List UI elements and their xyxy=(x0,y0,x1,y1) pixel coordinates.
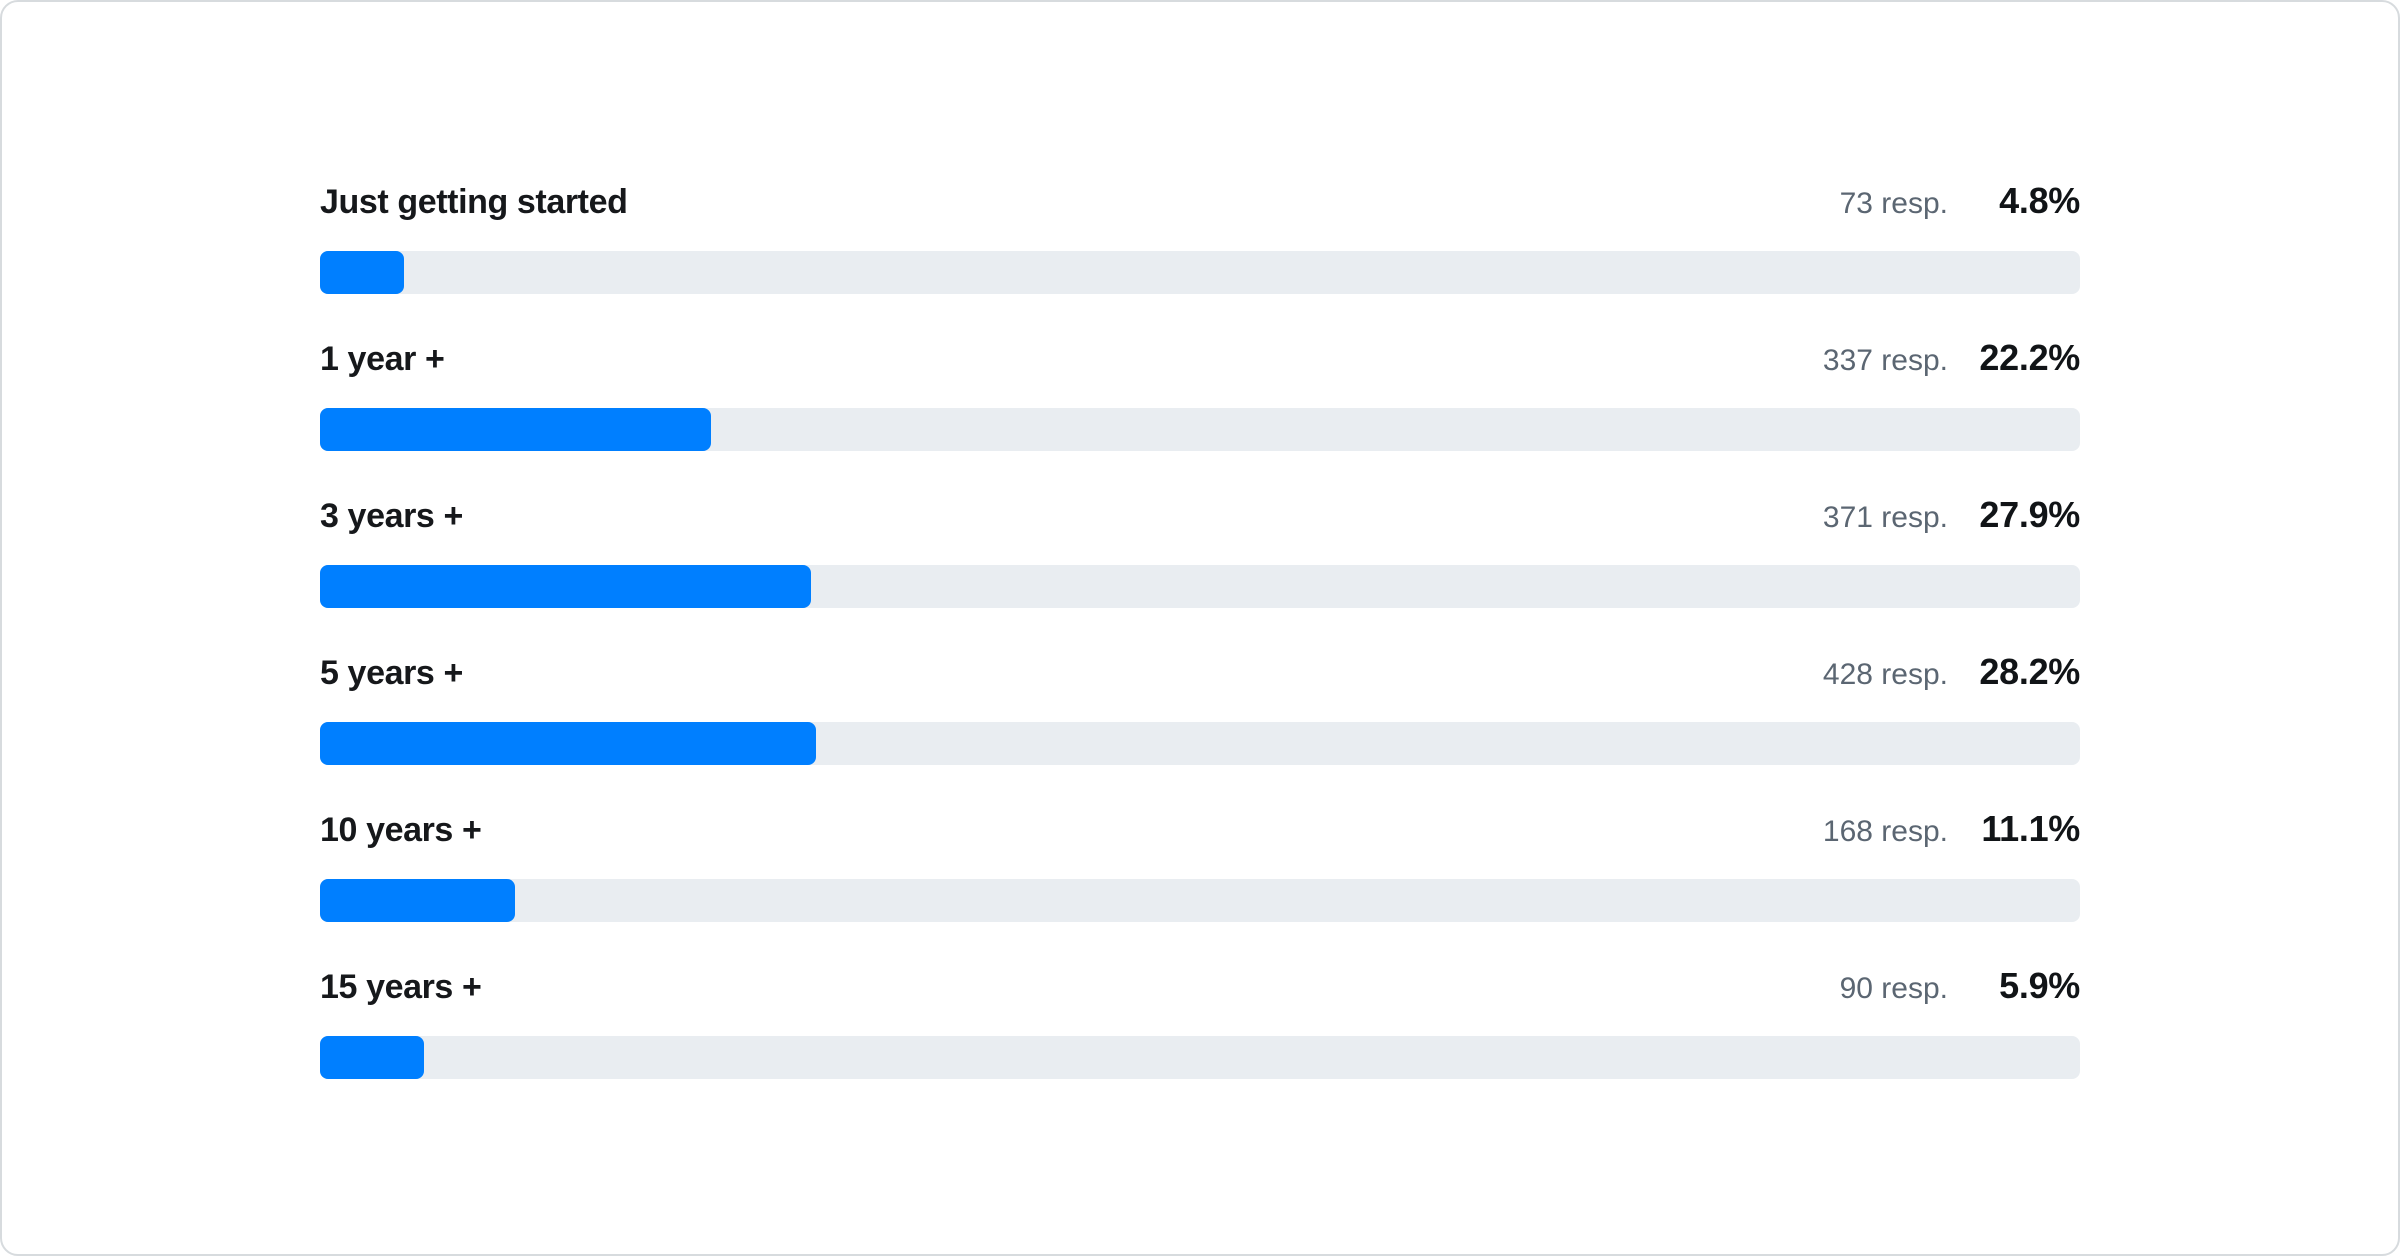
bar-track xyxy=(320,1036,2080,1079)
chart-row: 3 years + 371 resp. 27.9% xyxy=(320,493,2080,608)
chart-row: 10 years + 168 resp. 11.1% xyxy=(320,807,2080,922)
category-label: 1 year + xyxy=(320,340,445,378)
row-header: 5 years + 428 resp. 28.2% xyxy=(320,650,2080,694)
category-label: 15 years + xyxy=(320,968,482,1006)
row-stats: 428 resp. 28.2% xyxy=(1823,650,2080,697)
percentage-value: 11.1% xyxy=(1981,808,2080,849)
percentage-value: 5.9% xyxy=(1999,965,2080,1006)
row-stats: 371 resp. 27.9% xyxy=(1823,493,2080,540)
chart-row: 15 years + 90 resp. 5.9% xyxy=(320,964,2080,1079)
category-label: 3 years + xyxy=(320,497,463,535)
bar-track xyxy=(320,565,2080,608)
respondent-count: 73 resp. xyxy=(1839,187,1948,220)
category-label: Just getting started xyxy=(320,183,628,221)
respondent-count: 428 resp. xyxy=(1822,658,1948,691)
row-header: 10 years + 168 resp. 11.1% xyxy=(320,807,2080,851)
row-header: Just getting started 73 resp. 4.8% xyxy=(320,179,2080,223)
bar-fill xyxy=(320,1036,424,1079)
chart-row: 1 year + 337 resp. 22.2% xyxy=(320,336,2080,451)
respondent-count: 168 resp. xyxy=(1822,815,1948,848)
bar-track xyxy=(320,408,2080,451)
bar-track xyxy=(320,722,2080,765)
percentage-value: 4.8% xyxy=(1999,180,2080,221)
respondent-count: 371 resp. xyxy=(1822,501,1948,534)
row-header: 15 years + 90 resp. 5.9% xyxy=(320,964,2080,1008)
bar-fill xyxy=(320,879,516,922)
percentage-value: 22.2% xyxy=(1979,337,2080,378)
bar-fill xyxy=(320,722,817,765)
category-label: 10 years + xyxy=(320,811,482,849)
row-stats: 337 resp. 22.2% xyxy=(1823,336,2080,383)
chart-row: 5 years + 428 resp. 28.2% xyxy=(320,650,2080,765)
respondent-count: 90 resp. xyxy=(1839,972,1948,1005)
row-header: 3 years + 371 resp. 27.9% xyxy=(320,493,2080,537)
percentage-value: 27.9% xyxy=(1979,494,2080,535)
chart-row: Just getting started 73 resp. 4.8% xyxy=(320,179,2080,294)
category-label: 5 years + xyxy=(320,654,463,692)
bar-track xyxy=(320,879,2080,922)
bar-track xyxy=(320,251,2080,294)
bar-fill xyxy=(320,251,405,294)
respondent-count: 337 resp. xyxy=(1822,344,1948,377)
percentage-value: 28.2% xyxy=(1979,651,2080,692)
bar-fill xyxy=(320,565,812,608)
row-header: 1 year + 337 resp. 22.2% xyxy=(320,336,2080,380)
bar-fill xyxy=(320,408,711,451)
row-stats: 73 resp. 4.8% xyxy=(1839,179,2081,226)
row-stats: 168 resp. 11.1% xyxy=(1823,807,2080,854)
row-stats: 90 resp. 5.9% xyxy=(1839,964,2081,1011)
